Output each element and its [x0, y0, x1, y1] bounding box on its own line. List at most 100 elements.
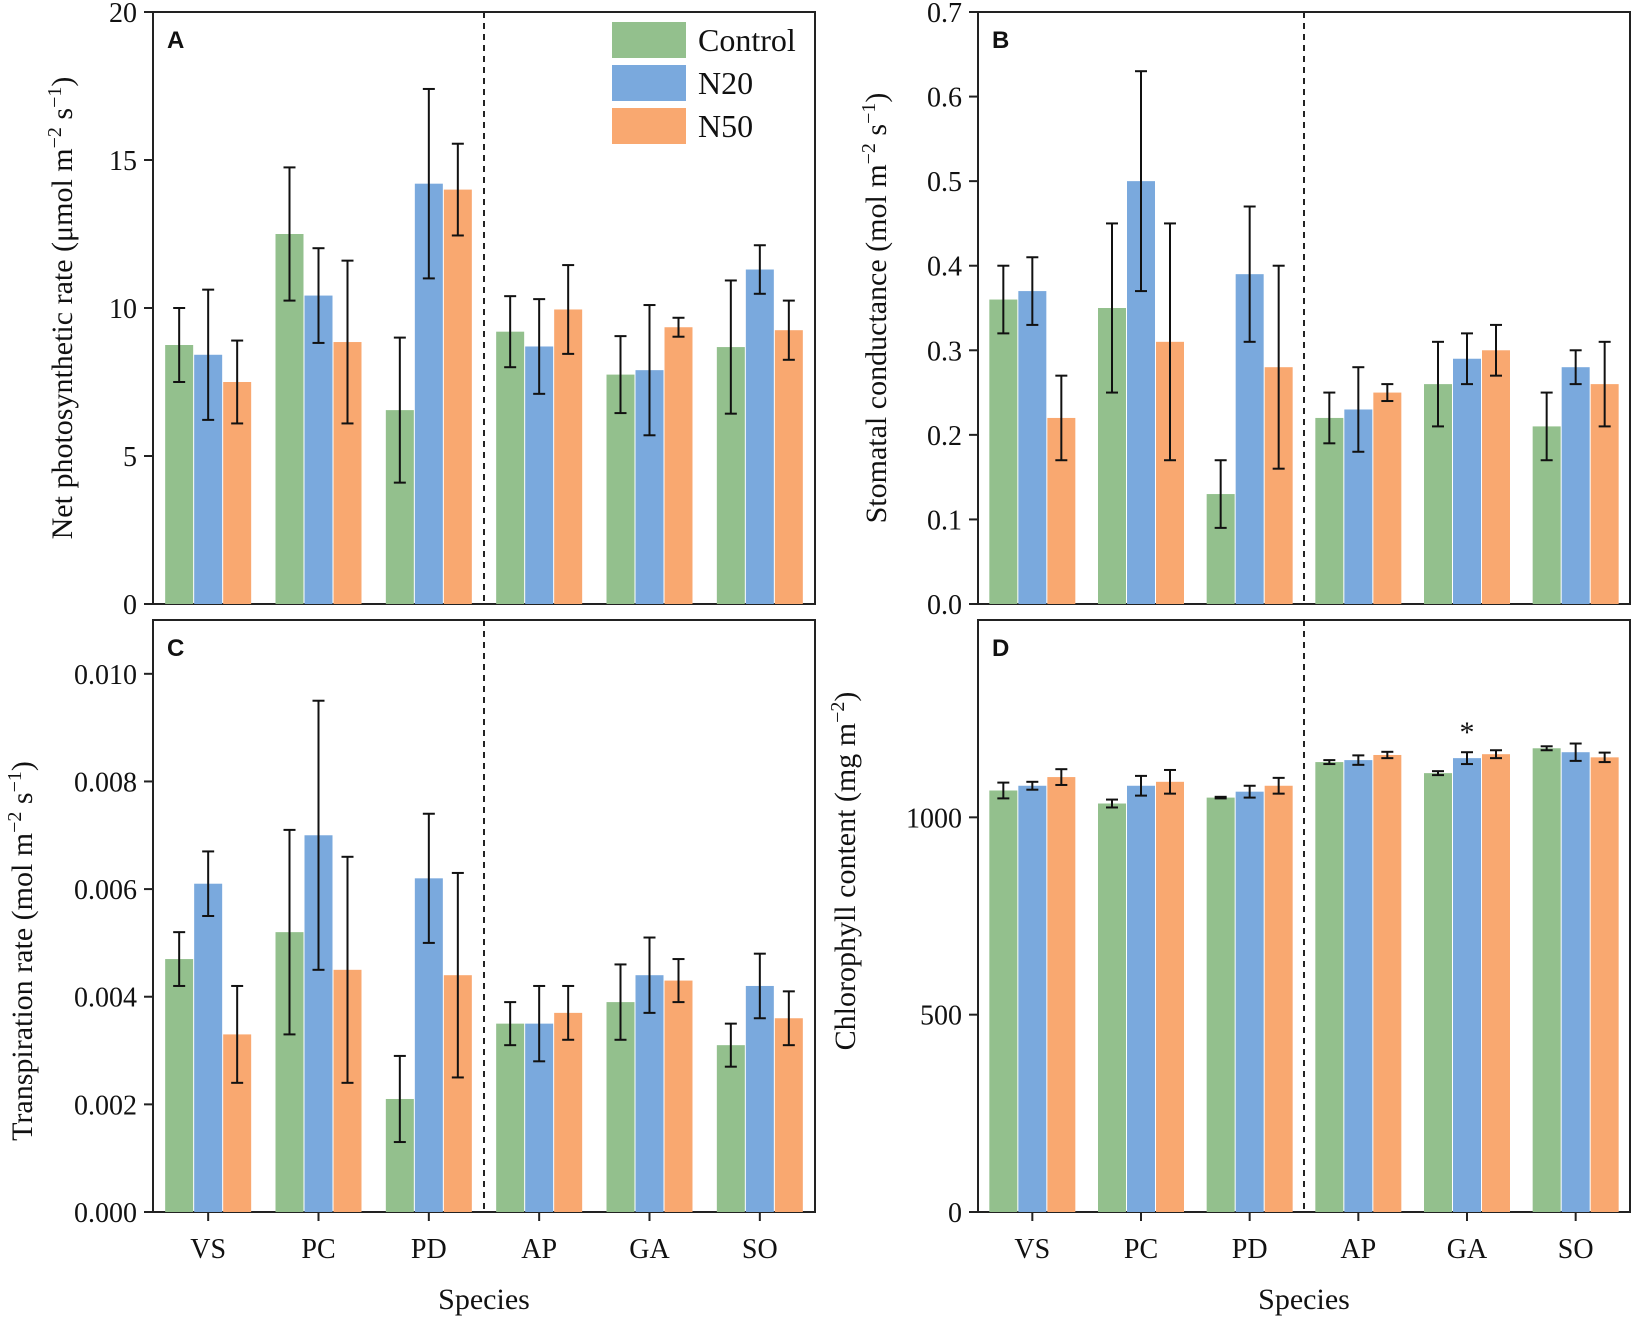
bar-ap-control	[496, 331, 525, 604]
y-tick-label: 20	[109, 0, 137, 29]
x-tick-label: SO	[742, 1234, 778, 1265]
legend-label: Control	[698, 22, 796, 58]
bar-so-control	[716, 1045, 745, 1212]
bar-ga-n20	[1453, 758, 1481, 1212]
x-tick-label: GA	[1447, 1234, 1488, 1265]
bar-pd-control	[1206, 797, 1235, 1212]
y-tick-label: 5	[123, 442, 137, 473]
y-tick-label: 1000	[906, 803, 962, 834]
x-tick-label: SO	[1558, 1234, 1594, 1265]
bar-ga-n50	[1482, 350, 1510, 604]
bar-ap-n50	[1373, 754, 1402, 1212]
x-tick-label: AP	[521, 1234, 557, 1265]
bar-ap-control	[1315, 417, 1344, 604]
significance-marker: *	[1460, 716, 1475, 749]
y-tick-label: 0.0	[927, 590, 962, 621]
y-tick-label: 0.2	[927, 421, 962, 452]
bar-vs-n20	[1018, 785, 1047, 1212]
y-tick-label: 15	[109, 146, 137, 177]
bar-pd-n50	[443, 189, 472, 604]
bar-so-n50	[774, 1018, 803, 1212]
y-tick-label: 0	[123, 590, 137, 621]
panel-c: 0.000 0.002 0.004 0.006 0.008 0.010 VS PC PD AP GA…	[4, 619, 816, 1316]
bars	[165, 87, 803, 604]
bar-pc-n20	[304, 295, 333, 604]
bar-so-n50	[774, 330, 803, 604]
legend: Control N20 N50	[612, 22, 796, 144]
bar-pc-n20	[1127, 785, 1155, 1212]
bar-vs-n20	[194, 883, 223, 1212]
y-tick-label: 0.000	[74, 1198, 137, 1229]
x-tick-label: PC	[1124, 1234, 1158, 1265]
bar-ga-control	[1424, 773, 1452, 1212]
y-tick-label: 0.3	[927, 336, 962, 367]
bar-pd-n50	[1264, 785, 1293, 1212]
legend-label: N50	[698, 108, 753, 144]
panel-letter: B	[992, 27, 1009, 54]
y-tick-label: 0.5	[927, 167, 962, 198]
panel-letter: D	[992, 635, 1009, 662]
x-tick-label: VS	[1014, 1234, 1050, 1265]
bar-vs-n50	[1047, 777, 1076, 1212]
bar-pc-control	[1098, 803, 1126, 1212]
x-tick-label: VS	[190, 1234, 226, 1265]
bar-ap-control	[1315, 762, 1344, 1212]
x-tick-label: PD	[411, 1234, 447, 1265]
legend-swatch-control	[612, 22, 686, 58]
bar-ga-n50	[664, 327, 693, 604]
y-axis-title: Net photosynthetic rate (μmol m−2 s−1)	[44, 77, 79, 540]
x-tick-label: PD	[1232, 1234, 1268, 1265]
bar-pd-n20	[1235, 791, 1264, 1212]
legend-swatch-n50	[612, 108, 686, 144]
y-tick-label: 500	[920, 1001, 962, 1032]
bar-so-n50	[1590, 757, 1619, 1212]
bar-so-n20	[1561, 367, 1590, 604]
bar-vs-n20	[1018, 291, 1047, 604]
y-tick-label: 0.004	[74, 983, 137, 1014]
bar-ga-n50	[1482, 754, 1510, 1212]
bar-vs-control	[989, 790, 1018, 1212]
y-tick-label: 0.006	[74, 875, 137, 906]
x-axis-title: Species	[1258, 1283, 1350, 1316]
panel-letter: A	[167, 27, 184, 54]
panel-b: 0.0 0.1 0.2 0.3 0.4 0.5 0.6 0.7 B Stomatal conduc…	[858, 0, 1631, 621]
bar-pc-n50	[1156, 781, 1184, 1212]
y-axis-title: Chlorophyll content (mg m−2)	[827, 692, 862, 1051]
y-tick-label: 0.1	[927, 505, 962, 536]
legend-swatch-n20	[612, 65, 686, 101]
bar-ap-n50	[554, 1012, 583, 1212]
bar-vs-control	[165, 959, 194, 1212]
y-axis-title: Stomatal conductance (mol m−2 s−1)	[858, 93, 893, 524]
bar-so-n20	[745, 269, 774, 604]
bars	[989, 70, 1619, 604]
y-tick-label: 0.6	[927, 83, 962, 114]
bar-so-control	[1532, 748, 1561, 1212]
y-tick-label: 0.008	[74, 767, 137, 798]
bar-ga-n50	[664, 980, 693, 1212]
bar-vs-control	[165, 345, 194, 604]
bar-ap-control	[496, 1023, 525, 1212]
legend-label: N20	[698, 65, 753, 101]
y-tick-label: 0	[948, 1198, 962, 1229]
y-tick-label: 10	[109, 294, 137, 325]
bar-ap-n50	[554, 309, 583, 604]
x-tick-label: PC	[301, 1234, 335, 1265]
y-tick-label: 0.4	[927, 252, 962, 283]
bars: *	[989, 716, 1619, 1212]
bar-ga-n20	[1453, 358, 1481, 604]
bar-ap-n50	[1373, 392, 1402, 604]
bars	[165, 699, 803, 1212]
bar-vs-control	[989, 299, 1018, 604]
y-tick-label: 0.7	[927, 0, 962, 29]
y-tick-label: 0.002	[74, 1090, 137, 1121]
bar-ap-n20	[1344, 760, 1373, 1212]
y-axis-title: Transpiration rate (mol m−2 s−1)	[4, 761, 39, 1141]
panel-d: 0 500 1000 * VS PC PD AP GA SO D Chlorophyll conten…	[827, 619, 1631, 1316]
panel-a: 0 5 10 15 20 A Net photosynthetic rate (μmol m…	[44, 0, 816, 621]
bar-so-n20	[745, 985, 774, 1212]
x-tick-label: GA	[629, 1234, 670, 1265]
bar-ga-n20	[635, 975, 664, 1212]
y-tick-label: 0.010	[74, 660, 137, 691]
bar-so-n20	[1561, 752, 1590, 1212]
